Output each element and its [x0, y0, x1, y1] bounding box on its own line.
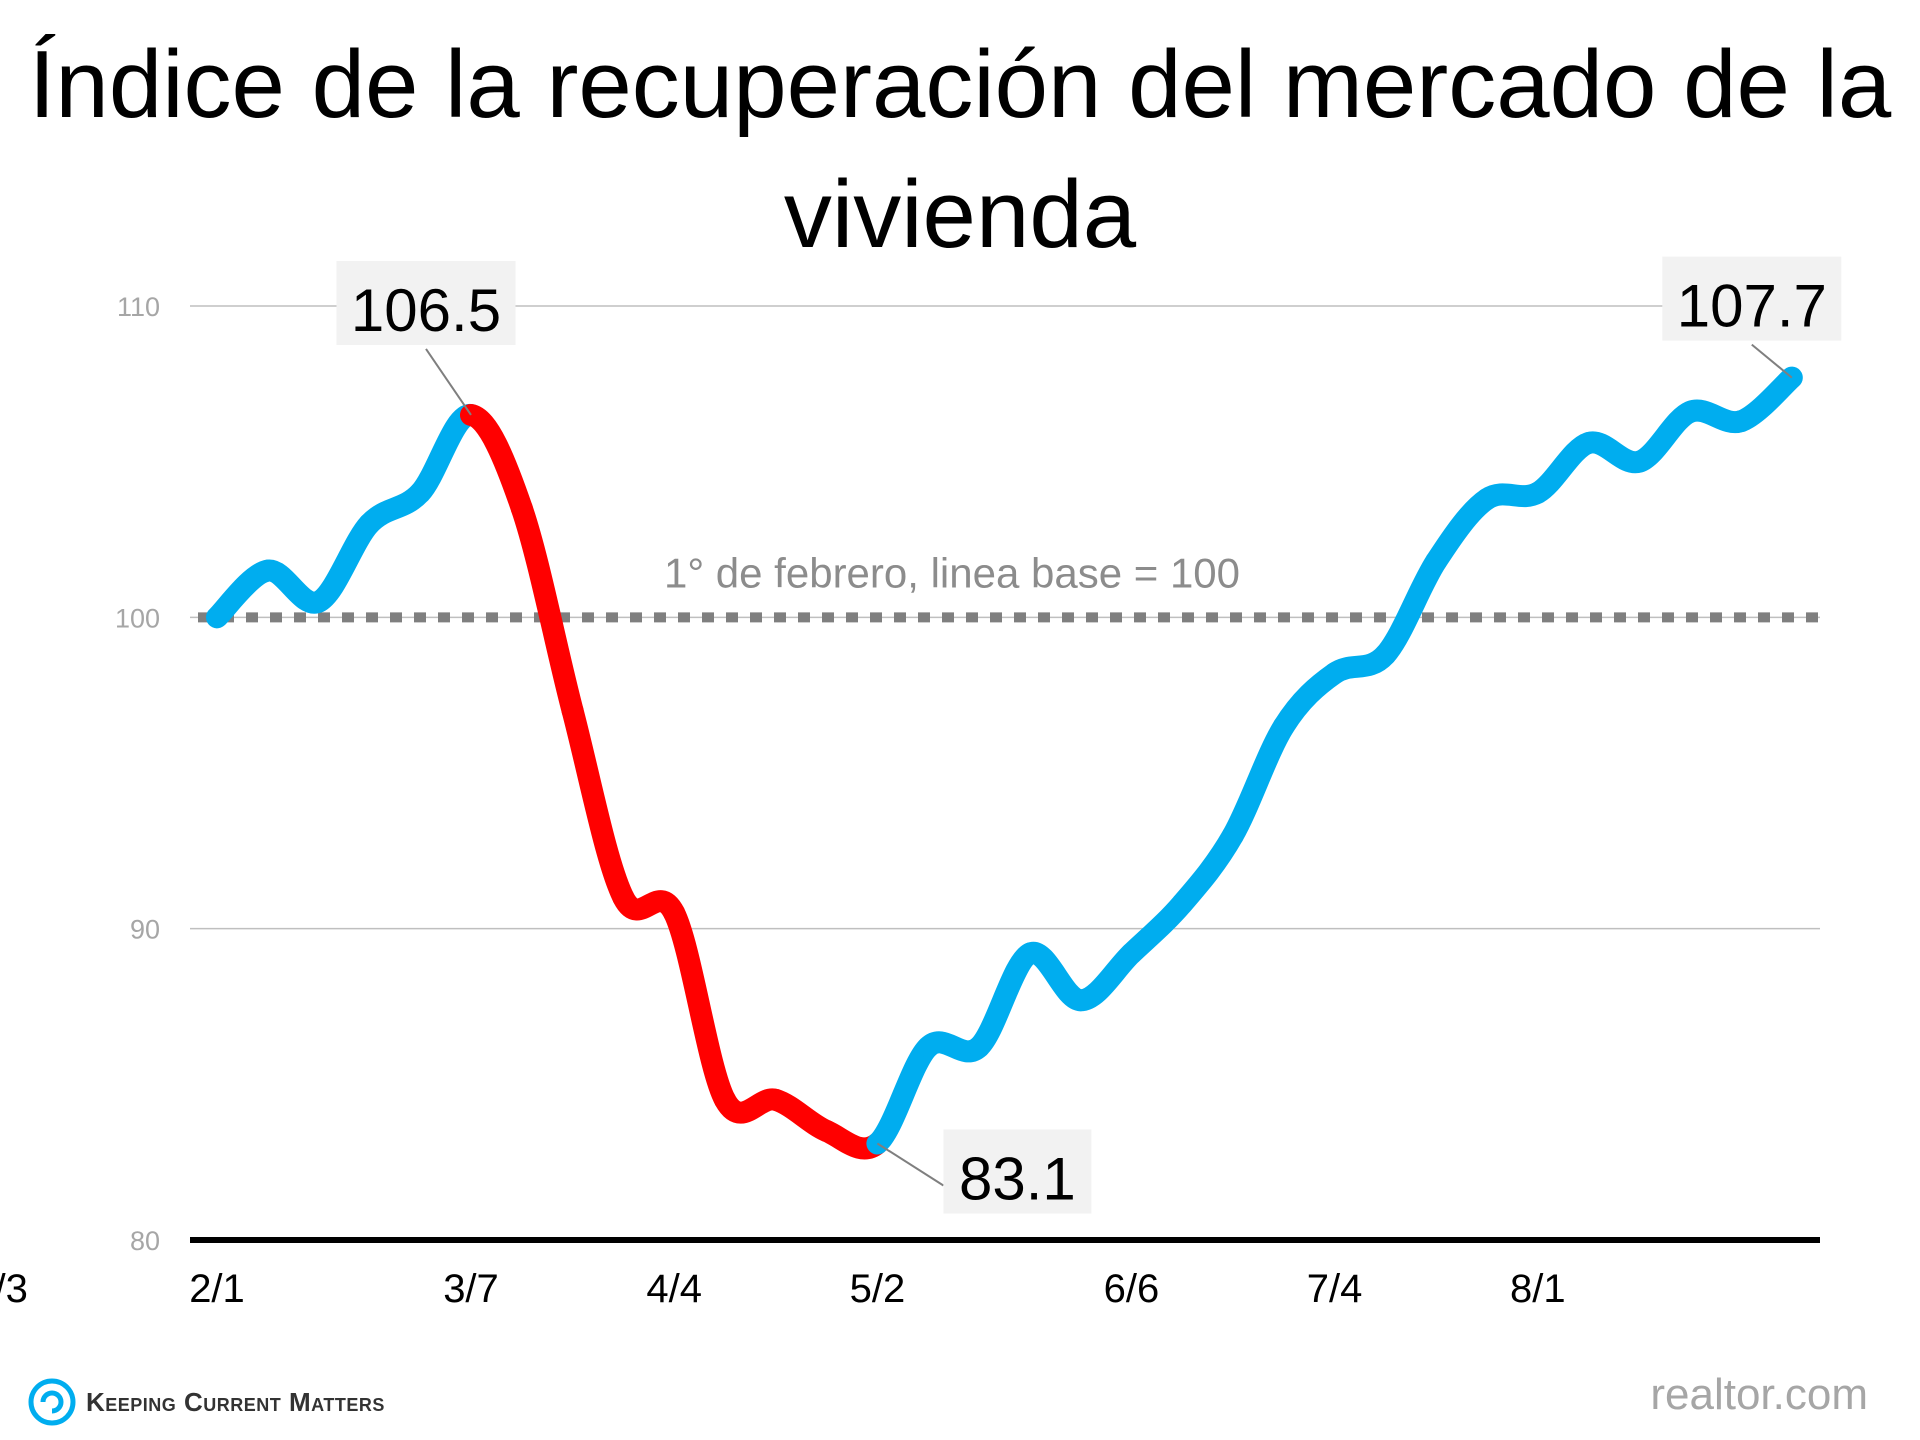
data-label-leader	[425, 348, 472, 416]
data-label-leader	[876, 1142, 944, 1187]
series-segment	[1222, 715, 1295, 847]
series-segment	[510, 497, 584, 722]
series-segment	[307, 512, 381, 613]
x-tick-label: 7/4	[1307, 1267, 1363, 1311]
baseline-label: 1° de febrero, linea base = 100	[664, 549, 1240, 596]
swirl-icon	[28, 1378, 76, 1426]
series-segment	[409, 403, 482, 504]
data-label: 106.5	[351, 277, 501, 344]
data-label-box	[336, 260, 516, 345]
series-segment	[1425, 488, 1498, 573]
x-tick-label: 2/1	[189, 1267, 245, 1311]
chart-title: Índice de la recuperación del mercado de…	[28, 31, 1892, 268]
logo: Keeping Current Matters	[28, 1378, 385, 1426]
x-tick-label: 4/4	[646, 1267, 702, 1311]
series-segment	[663, 902, 736, 1111]
x-tick-label: 8/1	[1510, 1267, 1566, 1311]
series-segment	[866, 1035, 940, 1155]
logo-text: Keeping Current Matters	[86, 1386, 385, 1417]
series-segment	[968, 942, 1041, 1058]
series-segment	[1171, 824, 1244, 915]
y-tick-label: 80	[130, 1226, 160, 1256]
x-tick-label: 3/7	[443, 1267, 499, 1311]
data-label-box	[943, 1129, 1092, 1214]
series-segment	[1272, 662, 1346, 738]
data-label: 83.1	[959, 1145, 1076, 1212]
series-segment	[1730, 366, 1803, 433]
series-segment	[561, 699, 635, 909]
data-label-box	[1662, 256, 1842, 341]
data-label: 107.7	[1677, 273, 1827, 340]
source-label: realtor.com	[1650, 1370, 1868, 1419]
y-tick-label: 100	[115, 603, 160, 633]
series-segment	[1374, 550, 1448, 666]
series-segment	[460, 403, 533, 520]
x-tick-label: 6/6	[1104, 1267, 1160, 1311]
x-tick-label: 5/2	[850, 1267, 906, 1311]
y-tick-label: 110	[117, 292, 160, 322]
y-tick-label: 90	[130, 915, 160, 945]
data-label-leader	[1751, 343, 1793, 379]
x-tick-label: 9/3	[0, 1267, 28, 1311]
